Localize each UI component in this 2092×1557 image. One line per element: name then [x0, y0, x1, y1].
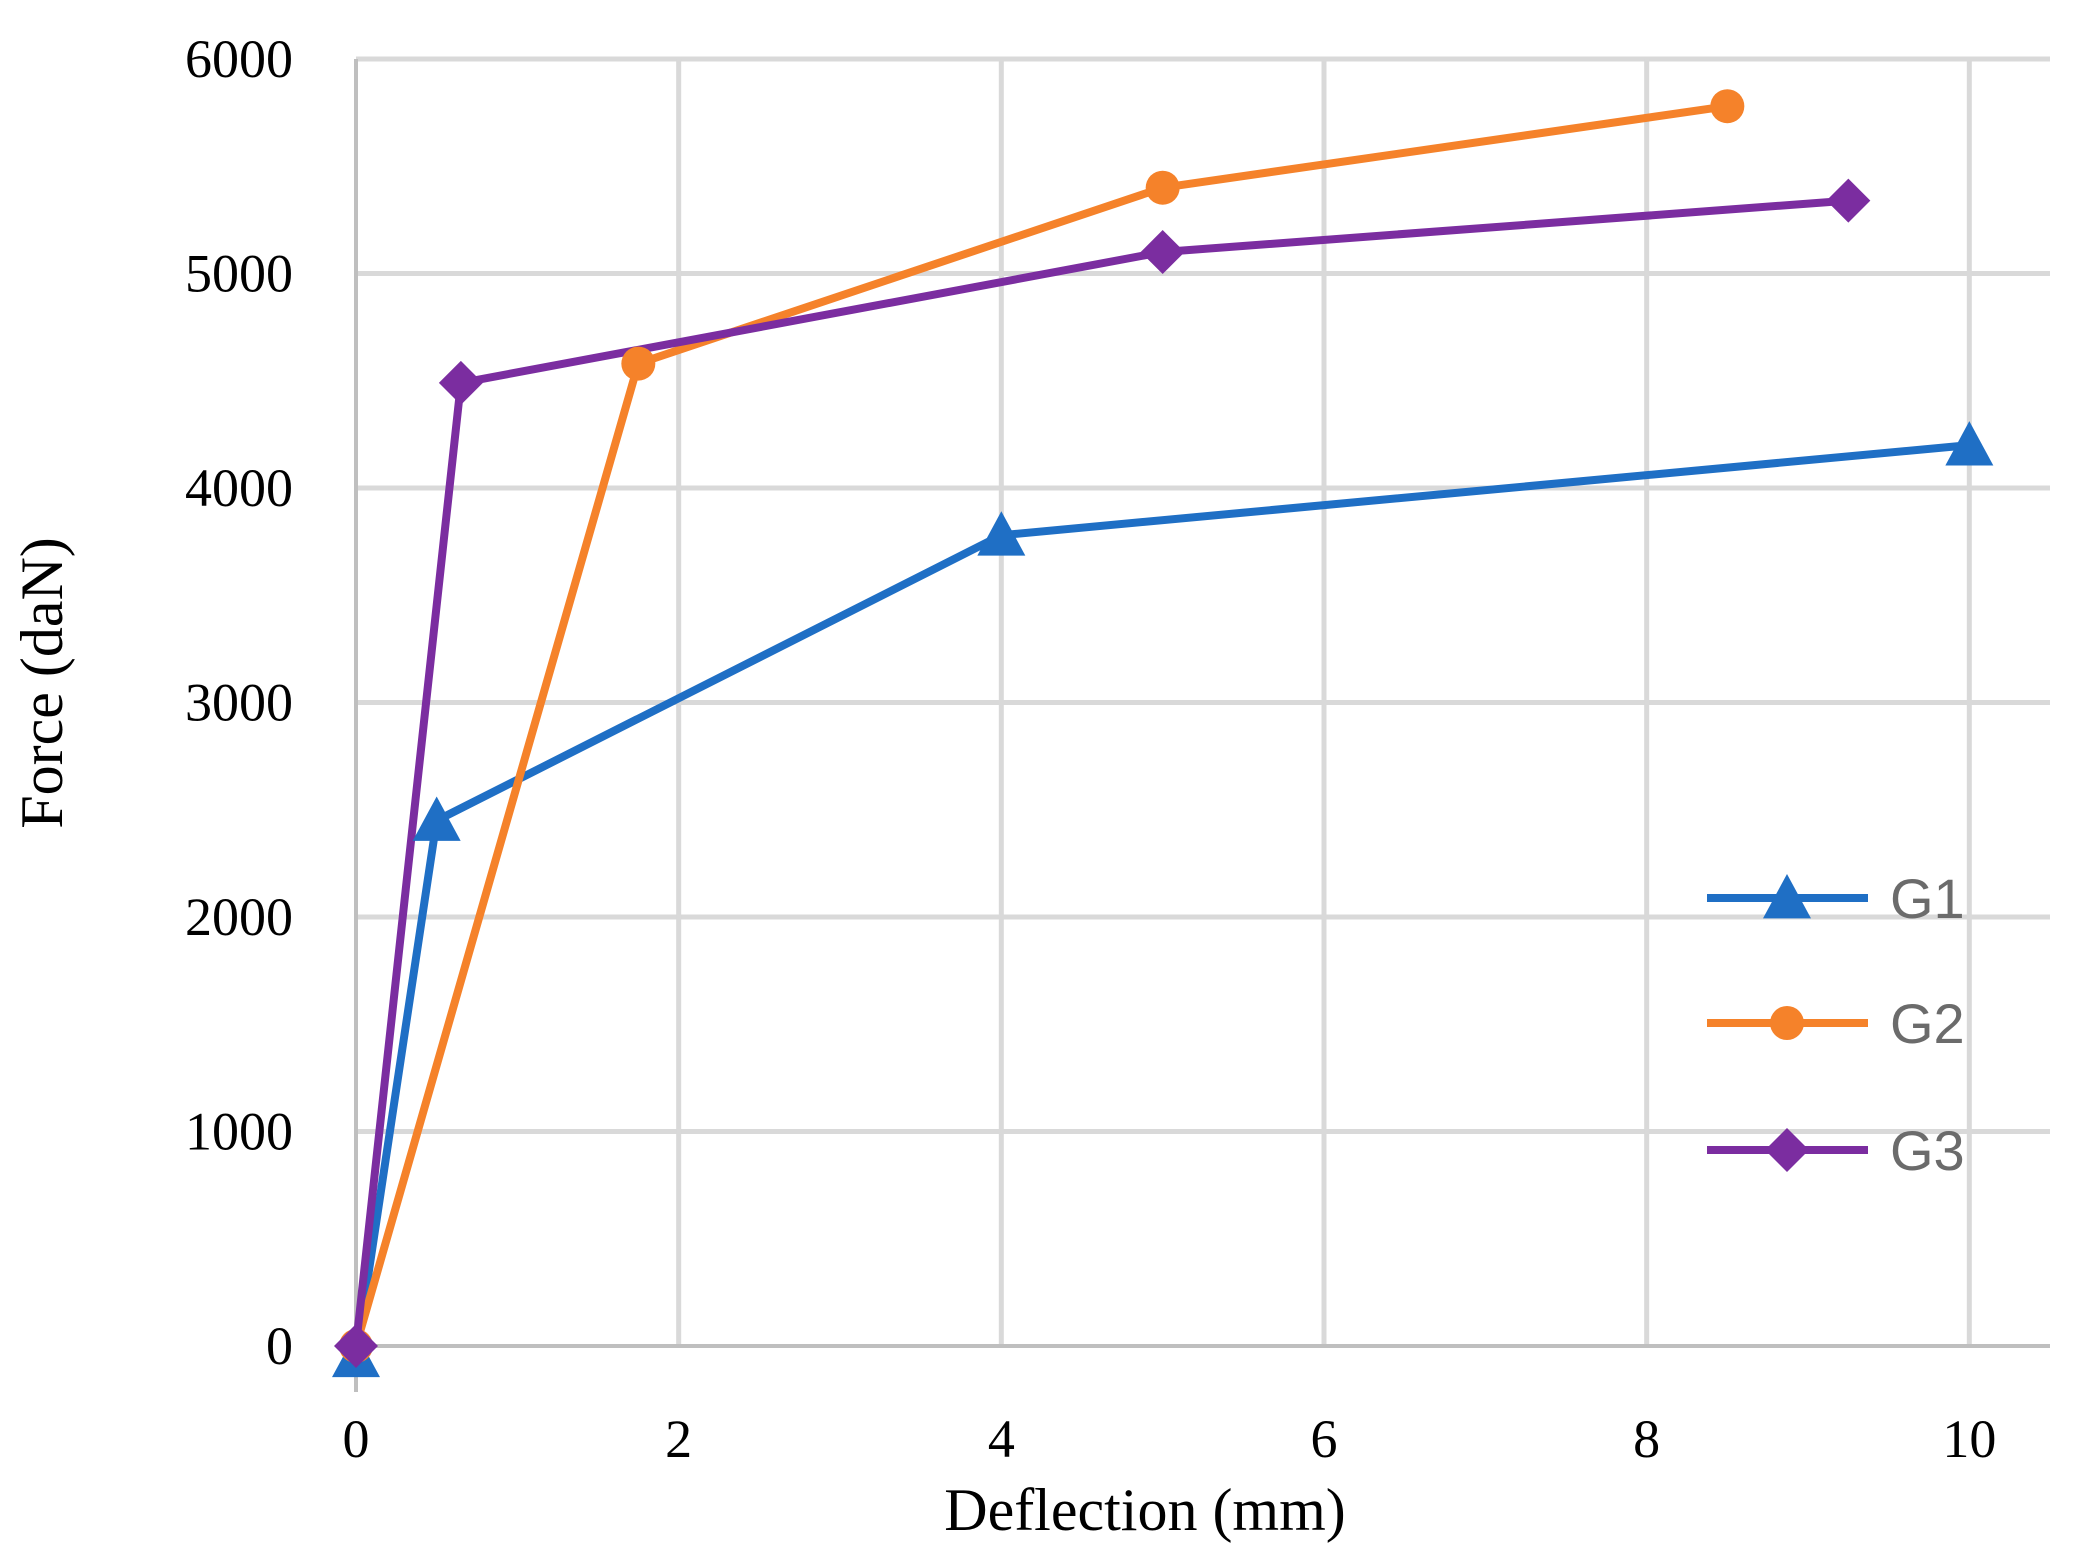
legend-marker-g1: [1763, 874, 1811, 919]
series-lines: [352, 102, 1974, 1361]
legend-marker-g2: [1770, 1006, 1804, 1040]
data-point-g2: [1710, 89, 1745, 124]
series-line-g2: [352, 102, 1732, 1350]
y-tick-label: 4000: [185, 458, 293, 518]
data-point-g1: [412, 796, 461, 841]
series-line-g3: [352, 196, 1853, 1350]
x-tick-label: 0: [343, 1409, 370, 1469]
data-point-g1: [977, 511, 1026, 556]
x-axis-title: Deflection (mm): [944, 1477, 1346, 1543]
legend-marker-g3: [1765, 1128, 1809, 1172]
x-tick-label: 8: [1633, 1409, 1660, 1469]
legend-label-g2: G2: [1890, 992, 1965, 1055]
data-point-g3: [1826, 178, 1871, 223]
legend-item-g2: G2: [1707, 992, 1965, 1055]
data-point-g2: [621, 346, 656, 381]
legend: G1 G2 G3: [1707, 867, 1965, 1182]
data-point-g3: [438, 360, 483, 405]
legend-item-g1: G1: [1707, 867, 1965, 930]
y-tick-label: 5000: [185, 244, 293, 304]
legend-label-g3: G3: [1890, 1119, 1965, 1182]
x-tick-label: 4: [988, 1409, 1015, 1469]
data-point-g3: [1140, 230, 1185, 275]
y-tick-label: 0: [266, 1316, 293, 1376]
axes: [354, 59, 2050, 1392]
series-markers: [332, 89, 1994, 1378]
tick-labels: 0 1000 2000 3000 4000 5000 6000 0 2 4 6 8 10: [185, 29, 1996, 1469]
data-point-g1: [1945, 421, 1994, 466]
y-axis-title: Force (daN): [9, 537, 75, 829]
x-tick-label: 6: [1311, 1409, 1338, 1469]
series-line-g1: [352, 441, 1974, 1361]
x-tick-label: 10: [1942, 1409, 1996, 1469]
y-tick-label: 3000: [185, 673, 293, 733]
grid: [356, 56, 2050, 1346]
y-tick-label: 6000: [185, 29, 293, 89]
data-point-g2: [1145, 170, 1180, 205]
legend-item-g3: G3: [1707, 1119, 1965, 1182]
y-tick-label: 1000: [185, 1102, 293, 1162]
y-tick-label: 2000: [185, 887, 293, 947]
legend-label-g1: G1: [1890, 867, 1965, 930]
data-point-g3: [334, 1324, 378, 1368]
x-tick-label: 2: [665, 1409, 692, 1469]
